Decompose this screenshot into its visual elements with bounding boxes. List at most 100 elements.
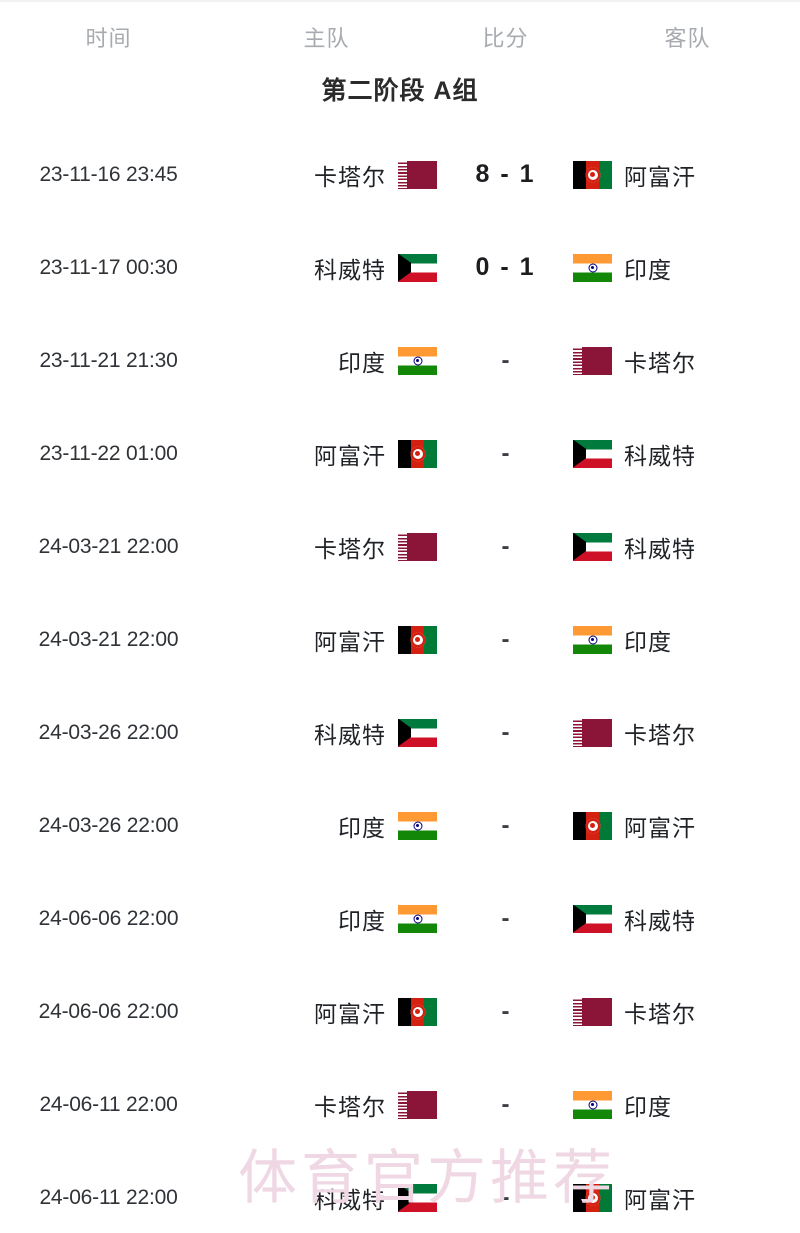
away-team-cell[interactable]: 阿富汗	[573, 128, 800, 221]
india-flag-icon	[398, 904, 437, 933]
match-time: 23-11-22 01:00	[39, 441, 178, 465]
fixture-row[interactable]: 24-06-06 22:00 阿富汗 - 卡塔尔	[0, 965, 800, 1058]
match-time: 23-11-17 00:30	[39, 255, 178, 279]
kuwait-flag-icon	[573, 439, 612, 468]
home-team-name: 印度	[338, 907, 386, 934]
away-team-name: 科威特	[624, 442, 696, 469]
away-team-cell[interactable]: 科威特	[573, 500, 800, 593]
afghanistan-flag-icon	[573, 160, 612, 189]
qatar-flag-icon	[573, 346, 612, 375]
home-team-cell[interactable]: 印度	[217, 779, 437, 872]
home-team-name: 阿富汗	[314, 442, 386, 469]
away-team-name: 印度	[624, 1093, 672, 1120]
fixture-row[interactable]: 23-11-16 23:45 卡塔尔 8 - 1 阿富汗	[0, 128, 800, 221]
fixture-row[interactable]: 24-03-26 22:00 科威特 - 卡塔尔	[0, 686, 800, 779]
afghanistan-flag-icon	[398, 625, 437, 654]
away-team-cell[interactable]: 阿富汗	[573, 1151, 800, 1233]
qatar-flag-icon	[398, 532, 437, 561]
match-score: -	[501, 718, 510, 746]
match-time: 24-03-26 22:00	[38, 720, 179, 744]
home-team-cell[interactable]: 印度	[217, 872, 437, 965]
match-score: -	[501, 532, 510, 560]
match-score: -	[501, 439, 510, 467]
match-score: -	[501, 997, 510, 1025]
fixture-row[interactable]: 23-11-21 21:30 印度 - 卡塔尔	[0, 314, 800, 407]
home-team-cell[interactable]: 科威特	[217, 686, 437, 779]
kuwait-flag-icon	[398, 253, 437, 282]
fixture-row[interactable]: 23-11-22 01:00 阿富汗 - 科威特	[0, 407, 800, 500]
match-time: 24-06-06 22:00	[38, 906, 179, 930]
fixture-row[interactable]: 24-06-11 22:00 科威特 - 阿富汗	[0, 1151, 800, 1233]
home-team-cell[interactable]: 卡塔尔	[217, 500, 437, 593]
home-team-name: 卡塔尔	[314, 163, 386, 190]
match-score: -	[501, 346, 510, 374]
column-header-home-team: 主队	[303, 26, 350, 51]
away-team-cell[interactable]: 卡塔尔	[573, 686, 800, 779]
home-team-cell[interactable]: 阿富汗	[217, 965, 437, 1058]
fixture-row[interactable]: 23-11-17 00:30 科威特 0 - 1 印度	[0, 221, 800, 314]
match-score: -	[501, 1090, 510, 1118]
match-score: -	[501, 1183, 510, 1211]
home-team-name: 科威特	[314, 721, 386, 748]
match-score: -	[501, 625, 510, 653]
match-time: 24-06-06 22:00	[38, 999, 179, 1023]
away-team-cell[interactable]: 阿富汗	[573, 779, 800, 872]
away-team-name: 卡塔尔	[624, 721, 696, 748]
top-divider	[0, 0, 800, 2]
column-header-away-team: 客队	[664, 26, 711, 51]
kuwait-flag-icon	[573, 532, 612, 561]
match-time: 23-11-16 23:45	[39, 162, 178, 186]
match-time: 24-03-21 22:00	[38, 627, 179, 651]
india-flag-icon	[573, 253, 612, 282]
away-team-name: 阿富汗	[624, 163, 696, 190]
table-header-row: 时间 主队 比分 客队	[0, 22, 800, 56]
away-team-cell[interactable]: 科威特	[573, 872, 800, 965]
home-team-name: 阿富汗	[314, 628, 386, 655]
home-team-cell[interactable]: 阿富汗	[217, 407, 437, 500]
home-team-name: 科威特	[314, 256, 386, 283]
match-time: 24-03-21 22:00	[38, 534, 179, 558]
away-team-cell[interactable]: 印度	[573, 593, 800, 686]
home-team-cell[interactable]: 卡塔尔	[217, 1058, 437, 1151]
away-team-name: 印度	[624, 628, 672, 655]
qatar-flag-icon	[573, 718, 612, 747]
home-team-cell[interactable]: 科威特	[217, 221, 437, 314]
away-team-cell[interactable]: 印度	[573, 221, 800, 314]
match-score: -	[501, 811, 510, 839]
qatar-flag-icon	[398, 1090, 437, 1119]
fixture-row[interactable]: 24-06-06 22:00 印度 - 科威特	[0, 872, 800, 965]
home-team-name: 印度	[338, 814, 386, 841]
kuwait-flag-icon	[398, 1183, 437, 1212]
away-team-cell[interactable]: 科威特	[573, 407, 800, 500]
away-team-name: 卡塔尔	[624, 349, 696, 376]
home-team-name: 阿富汗	[314, 1000, 386, 1027]
fixture-row[interactable]: 24-06-11 22:00 卡塔尔 - 印度	[0, 1058, 800, 1151]
qatar-flag-icon	[573, 997, 612, 1026]
section-title: 第二阶段 A组	[321, 77, 479, 105]
away-team-name: 科威特	[624, 907, 696, 934]
kuwait-flag-icon	[398, 718, 437, 747]
home-team-name: 科威特	[314, 1186, 386, 1213]
away-team-cell[interactable]: 印度	[573, 1058, 800, 1151]
match-time: 24-06-11 22:00	[39, 1185, 178, 1209]
afghanistan-flag-icon	[398, 997, 437, 1026]
india-flag-icon	[398, 346, 437, 375]
home-team-cell[interactable]: 科威特	[217, 1151, 437, 1233]
column-header-score: 比分	[482, 26, 529, 51]
match-score: 8 - 1	[475, 160, 536, 188]
fixture-row[interactable]: 24-03-21 22:00 卡塔尔 - 科威特	[0, 500, 800, 593]
match-time: 24-06-11 22:00	[39, 1092, 178, 1116]
match-time: 24-03-26 22:00	[38, 813, 179, 837]
away-team-name: 印度	[624, 256, 672, 283]
kuwait-flag-icon	[573, 904, 612, 933]
qatar-flag-icon	[398, 160, 437, 189]
column-header-time: 时间	[85, 26, 132, 51]
fixture-row[interactable]: 24-03-26 22:00 印度 - 阿富汗	[0, 779, 800, 872]
home-team-cell[interactable]: 阿富汗	[217, 593, 437, 686]
away-team-cell[interactable]: 卡塔尔	[573, 314, 800, 407]
fixture-row[interactable]: 24-03-21 22:00 阿富汗 - 印度	[0, 593, 800, 686]
away-team-cell[interactable]: 卡塔尔	[573, 965, 800, 1058]
home-team-name: 卡塔尔	[314, 1093, 386, 1120]
home-team-cell[interactable]: 卡塔尔	[217, 128, 437, 221]
home-team-cell[interactable]: 印度	[217, 314, 437, 407]
